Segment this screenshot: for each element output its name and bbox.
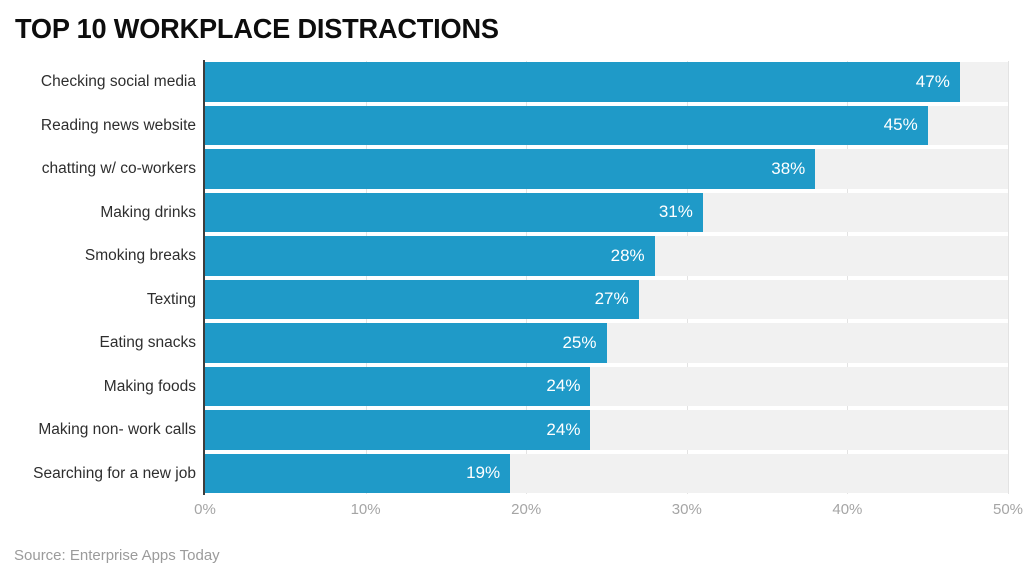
category-label: Reading news website <box>40 116 196 134</box>
bar: 19% <box>205 453 511 493</box>
bar-value-label: 45% <box>883 115 918 135</box>
bar-value-label: 24% <box>546 419 581 439</box>
bar: 47% <box>205 62 960 102</box>
x-axis: 0% 10% 20% 30% 40% 50% <box>0 501 1024 525</box>
x-tick-label: 10% <box>350 501 381 518</box>
gridline <box>526 61 528 494</box>
bar: 31% <box>205 192 703 232</box>
category-label: chatting w/ co-workers <box>41 160 196 177</box>
x-tick-label: 50% <box>992 501 1024 518</box>
category-label: Smoking breaks <box>84 247 196 264</box>
bar-row: Making foods 24% <box>0 366 1024 406</box>
category-label: Texting <box>146 290 196 308</box>
bar-value-label: 27% <box>594 289 629 309</box>
category-label: Eating snacks <box>99 334 197 351</box>
row-band: 25% <box>205 323 1008 363</box>
bar-row: Making drinks 31% <box>0 192 1024 232</box>
bar: 24% <box>205 410 591 450</box>
bar: 25% <box>205 323 607 363</box>
bar: 27% <box>205 279 639 319</box>
x-tick-label: 0% <box>194 501 216 518</box>
row-band: 19% <box>205 453 1008 493</box>
row-band: 24% <box>205 366 1008 406</box>
gridline <box>847 61 849 494</box>
gridlines-layer <box>205 61 1009 494</box>
bar-value-label: 47% <box>915 71 950 91</box>
bar-value-label: 28% <box>610 245 645 265</box>
row-band: 27% <box>205 279 1008 319</box>
bar-row: Searching for a new job 19% <box>0 453 1024 493</box>
plot-area: Checking social media 47% Reading news web… <box>0 60 1024 495</box>
bar-row: Smoking breaks 28% <box>0 236 1024 276</box>
bar: 24% <box>205 366 591 406</box>
row-band: 38% <box>205 149 1008 189</box>
bar: 38% <box>205 149 816 189</box>
row-band: 24% <box>205 410 1008 450</box>
x-tick-label: 20% <box>511 501 542 518</box>
gridline <box>686 61 688 494</box>
category-label: Making drinks <box>100 203 196 221</box>
row-band: 31% <box>205 192 1008 232</box>
chart-title: TOP 10 WORKPLACE DISTRACTIONS <box>15 13 499 44</box>
bar-row: Texting 27% <box>0 279 1024 319</box>
category-label: Making foods <box>103 377 196 395</box>
gridline <box>365 61 367 494</box>
bar-value-label: 31% <box>658 202 693 222</box>
bar-row: Reading news website 45% <box>0 105 1024 145</box>
row-band: 47% <box>205 62 1008 102</box>
category-label: Searching for a new job <box>33 464 196 482</box>
x-tick-label: 30% <box>671 501 702 518</box>
bar-value-label: 24% <box>546 376 581 396</box>
bar-value-label: 19% <box>466 463 501 483</box>
bar-row: chatting w/ co-workers 38% <box>0 149 1024 189</box>
source-caption: Source: Enterprise Apps Today <box>14 547 220 564</box>
bar: 28% <box>205 236 655 276</box>
x-tick-label: 40% <box>832 501 863 518</box>
bar-rows: Checking social media 47% Reading news web… <box>0 62 1024 493</box>
bar-row: Eating snacks 25% <box>0 323 1024 363</box>
gridline <box>1008 61 1009 494</box>
bar: 45% <box>205 105 928 145</box>
bar-row: Checking social media 47% <box>0 62 1024 102</box>
category-label: Making non- work calls <box>38 421 196 438</box>
bar-value-label: 38% <box>771 158 806 178</box>
bar-value-label: 25% <box>562 332 597 352</box>
row-band: 28% <box>205 236 1008 276</box>
bar-row: Making non- work calls 24% <box>0 410 1024 450</box>
category-label: Checking social media <box>40 73 196 90</box>
row-band: 45% <box>205 105 1008 145</box>
y-axis-line <box>203 60 205 495</box>
